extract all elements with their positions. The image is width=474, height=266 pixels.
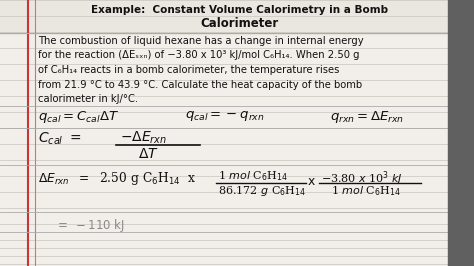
Text: The combustion of liquid hexane has a change in internal energy: The combustion of liquid hexane has a ch… (38, 36, 364, 46)
Text: for the reaction (ΔEₛₓₙ) of −3.80 x 10³ kJ/mol C₆H₁₄. When 2.50 g: for the reaction (ΔEₛₓₙ) of −3.80 x 10³ … (38, 51, 359, 60)
Text: 86.172 $g$ C$_6$H$_{14}$: 86.172 $g$ C$_6$H$_{14}$ (218, 184, 306, 198)
Text: $-$3.80 $x$ 10$^3$ $kJ$: $-$3.80 $x$ 10$^3$ $kJ$ (321, 169, 403, 188)
Text: 1 $mol$ C$_6$H$_{14}$: 1 $mol$ C$_6$H$_{14}$ (331, 184, 401, 198)
Text: $\Delta T$: $\Delta T$ (138, 147, 159, 161)
Text: Calorimeter: Calorimeter (201, 17, 279, 30)
Bar (0, 0, 448, 34)
Text: $q_{rxn} = \Delta E_{rxn}$: $q_{rxn} = \Delta E_{rxn}$ (330, 109, 404, 125)
Text: $q_{cal} = -q_{rxn}$: $q_{cal} = -q_{rxn}$ (185, 109, 264, 123)
Text: Example:  Constant Volume Calorimetry in a Bomb: Example: Constant Volume Calorimetry in … (91, 5, 389, 15)
Text: $q_{cal} = C_{cal}\Delta T$: $q_{cal} = C_{cal}\Delta T$ (38, 109, 119, 125)
Text: from 21.9 °C to 43.9 °C. Calculate the heat capacity of the bomb: from 21.9 °C to 43.9 °C. Calculate the h… (38, 80, 362, 89)
Text: x: x (308, 175, 315, 188)
Text: $C_{cal}\ =$: $C_{cal}\ =$ (38, 131, 82, 147)
Text: calorimeter in kJ/°C.: calorimeter in kJ/°C. (38, 94, 138, 104)
Text: $\Delta E_{rxn}$  $=$  2.50 g C$_6$H$_{14}$  x: $\Delta E_{rxn}$ $=$ 2.50 g C$_6$H$_{14}… (38, 170, 196, 187)
Text: $-\Delta E_{rxn}$: $-\Delta E_{rxn}$ (120, 130, 167, 146)
Bar (448, 0, 474, 266)
Text: $=\ -110\ \rm{kJ}$: $=\ -110\ \rm{kJ}$ (55, 217, 125, 234)
Text: 1 $mol$ C$_6$H$_{14}$: 1 $mol$ C$_6$H$_{14}$ (218, 169, 288, 183)
Text: of C₆H₁₄ reacts in a bomb calorimeter, the temperature rises: of C₆H₁₄ reacts in a bomb calorimeter, t… (38, 65, 339, 75)
